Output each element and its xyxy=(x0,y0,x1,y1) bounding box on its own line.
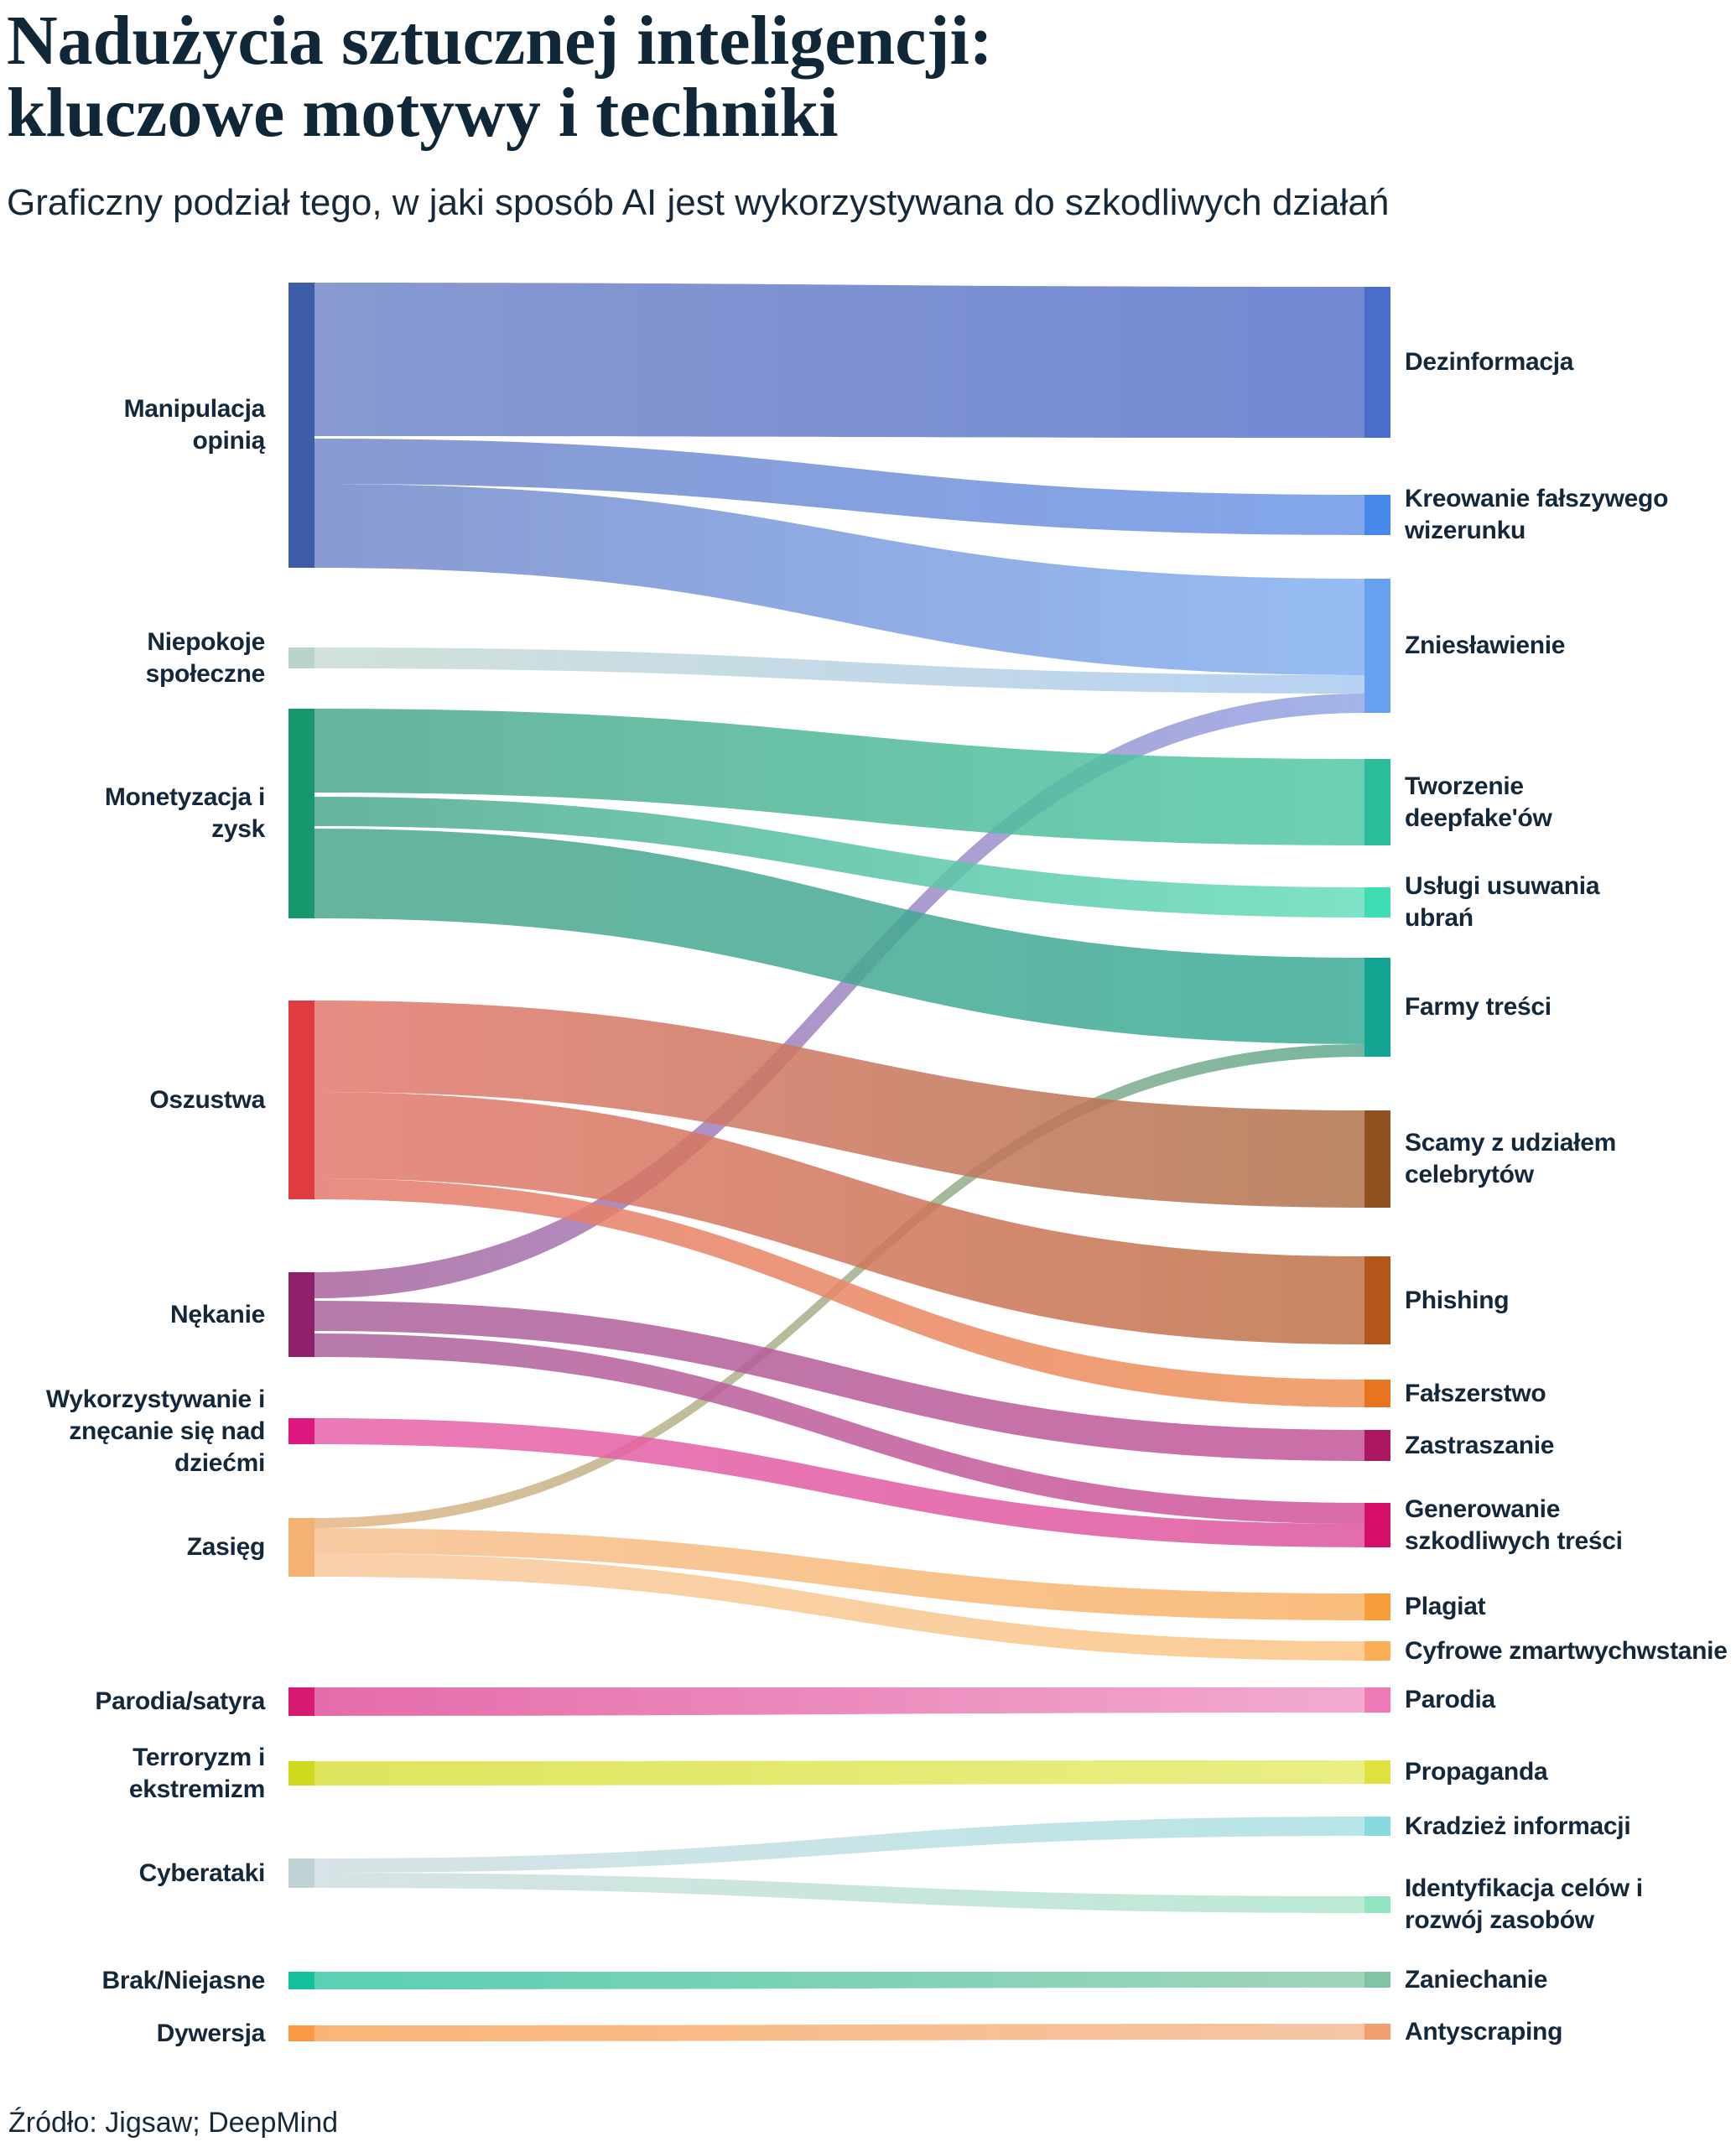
left-label-wykorzystywanie-dzieci: Wykorzystywanie i znęcanie się nad dziećmi xyxy=(45,1385,265,1477)
right-node-tworzenie-deepfakeow xyxy=(1364,759,1390,845)
right-label-uslugi-usuwania-ubran: Usługi usuwania ubrań xyxy=(1405,871,1600,932)
left-node-parodia-satyra xyxy=(288,1687,314,1716)
left-node-manipulacja-opinia xyxy=(288,283,314,568)
flow-manipulacja-opinia-znieslawienie xyxy=(314,484,1364,675)
left-node-terroryzm-ekstremizm xyxy=(288,1761,314,1786)
flow-oszustwa-phishing xyxy=(314,1092,1364,1344)
left-label-nekanie: Nękanie xyxy=(170,1300,265,1328)
left-label-dywersja: Dywersja xyxy=(156,2019,266,2047)
right-node-plagiat xyxy=(1364,1593,1390,1620)
flow-zasieg-plagiat xyxy=(314,1528,1364,1620)
page-title: Nadużycia sztucznej inteligencji: kluczo… xyxy=(7,2,993,152)
left-label-zasieg: Zasięg xyxy=(186,1532,266,1561)
right-label-zaniechanie: Zaniechanie xyxy=(1405,1965,1548,1994)
left-node-brak-niejasne xyxy=(288,1972,314,1989)
left-label-brak-niejasne: Brak/Niejasne xyxy=(101,1966,265,1994)
right-label-identyfikacja-celow: Identyfikacja celów i rozwój zasobów xyxy=(1405,1874,1643,1934)
flow-wykorzystywanie-dzieci-generowanie-szkodliwych-tresci xyxy=(314,1418,1364,1547)
left-node-wykorzystywanie-dzieci xyxy=(288,1418,314,1444)
right-label-kradziez-informacji: Kradzież informacji xyxy=(1405,1812,1631,1840)
flow-nekanie-znieslawienie xyxy=(314,694,1364,1298)
left-label-terroryzm-ekstremizm: Terroryzm i ekstremizm xyxy=(128,1743,265,1803)
flow-manipulacja-opinia-kreowanie-falszywego-wizerunku xyxy=(314,439,1364,535)
right-label-generowanie-szkodliwych-tresci: Generowanie szkodliwych treści xyxy=(1405,1495,1623,1555)
flow-cyberataki-kradziez-informacji xyxy=(314,1817,1364,1873)
right-label-kreowanie-falszywego-wizerunku: Kreowanie fałszywego wizerunku xyxy=(1405,484,1669,544)
right-node-cyfrowe-zmartwychwstanie xyxy=(1364,1641,1390,1661)
right-label-farmy-tresci: Farmy treści xyxy=(1405,992,1551,1021)
left-node-dywersja xyxy=(288,2025,314,2041)
source-note: Źródło: Jigsaw; DeepMind xyxy=(8,2107,339,2139)
flow-brak-niejasne-zaniechanie xyxy=(314,1972,1364,1989)
right-node-uslugi-usuwania-ubran xyxy=(1364,887,1390,918)
flow-nekanie-generowanie-szkodliwych-tresci xyxy=(314,1333,1364,1524)
left-label-niepokoje-spoleczne: Niepokoje społeczne xyxy=(145,627,266,688)
right-node-zaniechanie xyxy=(1364,1972,1390,1988)
right-node-zastraszanie xyxy=(1364,1430,1390,1461)
flow-terroryzm-ekstremizm-propaganda xyxy=(314,1760,1364,1786)
flow-manipulacja-opinia-dezinformacja xyxy=(314,283,1364,438)
left-node-oszustwa xyxy=(288,1001,314,1199)
right-label-plagiat: Plagiat xyxy=(1405,1592,1486,1620)
right-node-phishing xyxy=(1364,1256,1390,1344)
right-node-generowanie-szkodliwych-tresci xyxy=(1364,1503,1390,1547)
right-label-zastraszanie: Zastraszanie xyxy=(1405,1431,1555,1459)
right-node-falszerstwo xyxy=(1364,1380,1390,1407)
right-node-kradziez-informacji xyxy=(1364,1817,1390,1836)
flow-niepokoje-spoleczne-znieslawienie xyxy=(314,647,1364,694)
right-label-parodia: Parodia xyxy=(1405,1685,1495,1713)
left-node-cyberataki xyxy=(288,1858,314,1888)
left-label-oszustwa: Oszustwa xyxy=(149,1085,265,1114)
flow-monetyzacja-i-zysk-farmy-tresci xyxy=(314,829,1364,1044)
page-subtitle: Graficzny podział tego, w jaki sposób AI… xyxy=(7,182,1390,223)
right-label-scamy-celebrytow: Scamy z udziałem celebrytów xyxy=(1405,1128,1616,1188)
flow-monetyzacja-i-zysk-tworzenie-deepfakeow xyxy=(314,709,1364,845)
left-label-manipulacja-opinia: Manipulacja opinią xyxy=(123,394,266,455)
flow-monetyzacja-i-zysk-uslugi-usuwania-ubran xyxy=(314,797,1364,918)
right-label-falszerstwo: Fałszerstwo xyxy=(1405,1379,1546,1407)
left-node-zasieg xyxy=(288,1518,314,1577)
right-node-znieslawienie xyxy=(1364,579,1390,713)
left-node-monetyzacja-i-zysk xyxy=(288,709,314,918)
right-node-identyfikacja-celow xyxy=(1364,1896,1390,1913)
left-label-parodia-satyra: Parodia/satyra xyxy=(95,1687,265,1715)
flow-oszustwa-falszerstwo xyxy=(314,1178,1364,1407)
flow-oszustwa-scamy-celebrytow xyxy=(314,1001,1364,1208)
left-label-cyberataki: Cyberataki xyxy=(138,1858,266,1887)
left-label-monetyzacja-i-zysk: Monetyzacja i zysk xyxy=(104,782,265,843)
right-node-farmy-tresci xyxy=(1364,958,1390,1057)
right-label-antyscraping: Antyscraping xyxy=(1405,2017,1563,2046)
right-label-propaganda: Propaganda xyxy=(1405,1757,1548,1786)
right-label-dezinformacja: Dezinformacja xyxy=(1405,347,1574,376)
right-node-dezinformacja xyxy=(1364,287,1390,438)
flow-cyberataki-identyfikacja-celow xyxy=(314,1873,1364,1913)
right-node-propaganda xyxy=(1364,1760,1390,1784)
flow-parodia-satyra-parodia xyxy=(314,1687,1364,1716)
right-node-parodia xyxy=(1364,1687,1390,1713)
right-label-phishing: Phishing xyxy=(1405,1286,1510,1314)
right-node-kreowanie-falszywego-wizerunku xyxy=(1364,495,1390,535)
flow-dywersja-antyscraping xyxy=(314,2024,1364,2041)
right-label-cyfrowe-zmartwychwstanie: Cyfrowe zmartwychwstanie xyxy=(1405,1636,1728,1665)
flow-nekanie-zastraszanie xyxy=(314,1301,1364,1461)
right-node-scamy-celebrytow xyxy=(1364,1110,1390,1208)
right-label-znieslawienie: Zniesławienie xyxy=(1405,631,1566,659)
left-node-niepokoje-spoleczne xyxy=(288,647,314,668)
flow-zasieg-cyfrowe-zmartwychwstanie xyxy=(314,1553,1364,1661)
left-node-nekanie xyxy=(288,1272,314,1357)
right-node-antyscraping xyxy=(1364,2024,1390,2040)
right-label-tworzenie-deepfakeow: Tworzenie deepfake'ów xyxy=(1405,772,1552,832)
